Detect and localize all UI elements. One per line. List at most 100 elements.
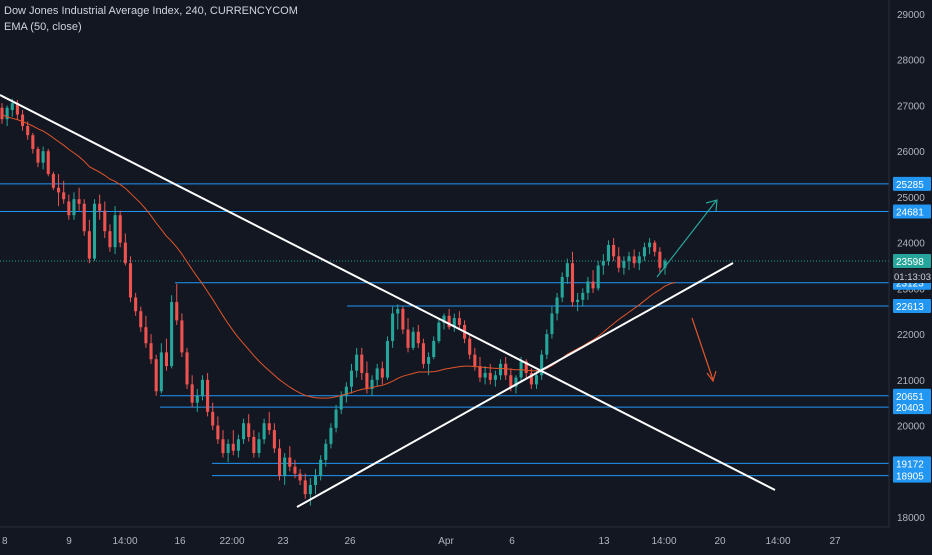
- price-tick-label: 28000: [897, 56, 925, 67]
- candle-body: [565, 263, 569, 277]
- candle-body: [31, 135, 35, 149]
- level-badge: 25285: [896, 180, 924, 191]
- level-badge-bg: [893, 204, 931, 219]
- candle-body: [329, 427, 333, 444]
- candle-body: [36, 148, 40, 163]
- price-axis[interactable]: 1800019000200002100022000230002400025000…: [888, 0, 932, 550]
- candle-body: [437, 322, 441, 341]
- level-badge: 18905: [896, 472, 924, 483]
- candle-body: [545, 334, 549, 355]
- candle-body: [349, 370, 354, 387]
- time-tick-label: 8: [2, 536, 8, 547]
- candle-body: [421, 343, 425, 364]
- candle-body: [452, 318, 456, 328]
- candle-body: [606, 244, 611, 261]
- candle-body: [514, 377, 518, 387]
- candle-body: [231, 443, 235, 451]
- candle-body: [493, 375, 497, 380]
- candle-body: [26, 126, 30, 136]
- candle-body: [21, 114, 25, 127]
- last-price-badge-bg: [893, 254, 931, 269]
- time-tick-label: Apr: [438, 536, 454, 547]
- candle-body: [82, 203, 86, 232]
- candle-body: [324, 443, 328, 460]
- candle-body: [298, 473, 302, 481]
- time-tick-label: 6: [509, 536, 515, 547]
- candle-body: [601, 260, 605, 266]
- candle-body: [334, 409, 338, 428]
- time-tick-label: 27: [829, 536, 841, 547]
- candle-body: [128, 263, 133, 298]
- level-badge: 23123: [896, 279, 924, 290]
- price-tick-label: 20000: [897, 422, 925, 433]
- candle-body: [622, 260, 626, 268]
- time-tick-label: 16: [174, 536, 186, 547]
- candle-body: [221, 439, 225, 453]
- level-badge: 20403: [896, 403, 924, 414]
- countdown-label: 01:13:03: [894, 272, 931, 283]
- level-badge-bg: [893, 388, 931, 403]
- candle-body: [427, 356, 431, 364]
- candle-body: [632, 256, 636, 264]
- candle-body: [103, 210, 107, 232]
- candle-body: [498, 363, 503, 376]
- time-axis[interactable]: 8 9 14:00 16 22:00 23 26 Apr 6 13 14:00 20 14:00 27: [0, 526, 889, 547]
- up-arrow-head: [705, 199, 718, 212]
- candle-body: [216, 425, 220, 440]
- up-arrow: [656, 200, 717, 278]
- candle-body: [468, 338, 472, 355]
- candle-body: [308, 484, 312, 495]
- level-badge-bg: [893, 176, 931, 191]
- candle-body: [319, 459, 323, 476]
- candle-body: [108, 231, 112, 248]
- candle-body: [658, 251, 662, 268]
- candle-body: [380, 368, 384, 378]
- price-tick-label: 21000: [897, 376, 925, 387]
- time-tick-label: 9: [66, 536, 72, 547]
- candle-body: [473, 354, 477, 367]
- candle-body: [550, 313, 554, 335]
- time-tick-label: 22:00: [219, 536, 244, 547]
- candle-body: [648, 242, 652, 248]
- symbol-title: Dow Jones Industrial Average Index, 240,…: [4, 5, 298, 17]
- level-badge-bg: [893, 468, 931, 483]
- candle-body: [195, 395, 199, 403]
- candle-body: [303, 480, 307, 495]
- candle-body: [56, 187, 61, 193]
- candle-body: [442, 315, 446, 323]
- countdown-bg: [893, 269, 931, 284]
- candle-body: [591, 281, 595, 289]
- candle-body: [10, 103, 14, 111]
- candle-body: [267, 423, 271, 431]
- level-badge: 24681: [896, 207, 924, 218]
- candle-body: [637, 256, 641, 264]
- candle-body: [339, 395, 343, 410]
- candle-body: [154, 359, 158, 392]
- candle-body: [504, 363, 508, 376]
- candle-body: [663, 261, 667, 268]
- candle-body: [344, 386, 348, 396]
- candle-body: [411, 331, 415, 348]
- level-badge: 19172: [896, 459, 924, 470]
- level-badge-bg: [893, 400, 931, 415]
- candle-body: [226, 443, 230, 453]
- candle-body: [134, 297, 138, 312]
- candle-body: [529, 372, 533, 385]
- candle-body: [242, 423, 246, 440]
- candle-body: [206, 379, 210, 412]
- level-badge: 20651: [896, 392, 924, 403]
- level-badge-bg: [893, 299, 931, 314]
- candle-body: [488, 372, 492, 380]
- candle-body: [385, 340, 390, 378]
- candle-body: [617, 256, 621, 268]
- candle-body: [534, 375, 539, 385]
- candle-body: [642, 247, 646, 257]
- price-tick-label: 22000: [897, 330, 925, 341]
- candle-body: [200, 379, 204, 396]
- candle-body: [612, 244, 616, 257]
- candle-body: [87, 231, 91, 259]
- last-price-badge: 23598: [896, 257, 924, 268]
- candles: [0, 98, 667, 506]
